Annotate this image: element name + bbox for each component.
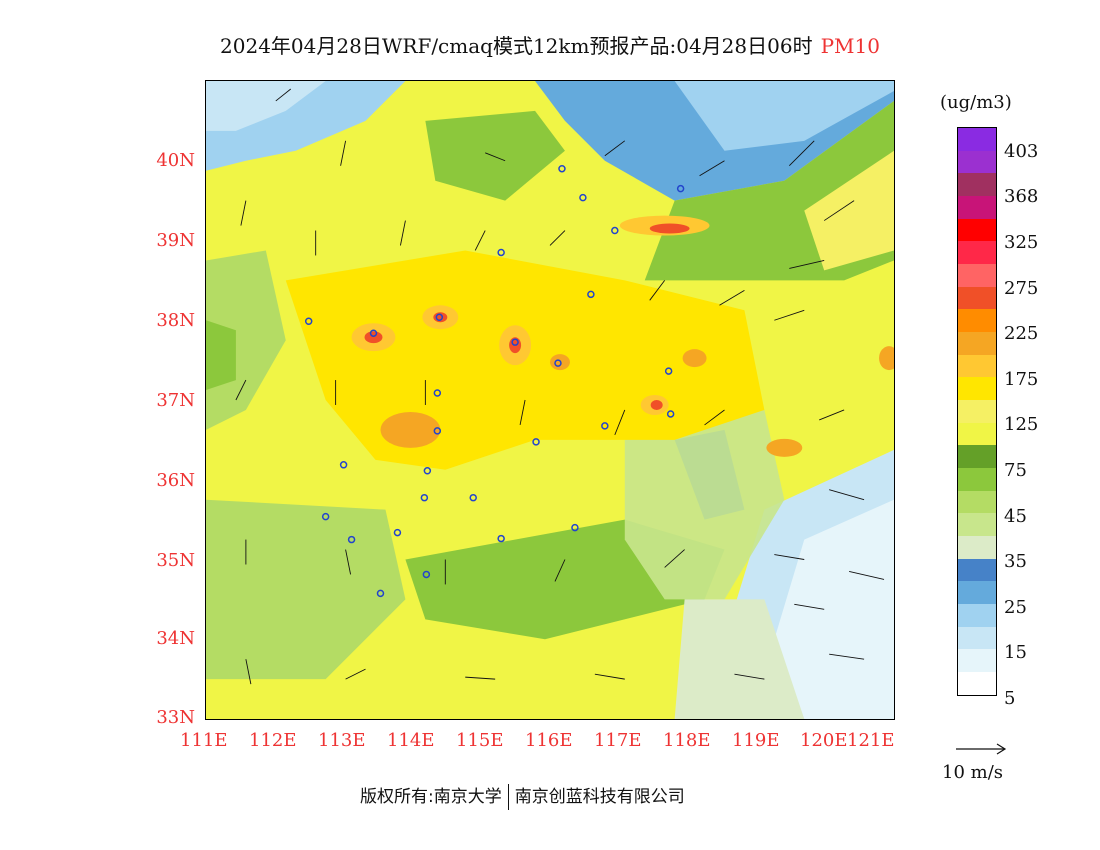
copyright-footer: 版权所有:南京大学 南京创蓝科技有限公司 bbox=[360, 782, 685, 810]
yellow-ne bbox=[804, 150, 894, 271]
legend-color-cell bbox=[958, 354, 996, 378]
lon-label: 117E bbox=[594, 730, 642, 751]
pale-se bbox=[674, 599, 805, 719]
legend-label: 15 bbox=[1004, 642, 1027, 663]
chart-title: 2024年04月28日WRF/cmaq模式12km预报产品:04月28日06时 P… bbox=[0, 30, 1100, 59]
lat-label: 34N bbox=[156, 628, 195, 649]
legend-units: (ug/m3) bbox=[940, 92, 1012, 113]
reference-wind-label: 10 m/s bbox=[942, 762, 1003, 783]
lat-label: 36N bbox=[156, 470, 195, 491]
coast-green bbox=[624, 409, 785, 600]
legend-color-cell bbox=[958, 264, 996, 287]
hotspot-4 bbox=[550, 354, 570, 371]
reference-wind-arrow bbox=[956, 743, 1007, 755]
legend-color-cell bbox=[958, 558, 996, 582]
hotspot-6-core bbox=[650, 400, 663, 410]
legend-color-cell bbox=[958, 173, 996, 197]
city-markers bbox=[304, 164, 685, 598]
lon-label: 112E bbox=[249, 730, 297, 751]
legend-color-cell bbox=[958, 672, 996, 695]
lon-label: 113E bbox=[318, 730, 366, 751]
lon-label: 111E bbox=[180, 730, 228, 751]
lon-label: 120E bbox=[800, 730, 848, 751]
copyright-prefix: 版权所有: bbox=[360, 787, 434, 807]
lat-label: 38N bbox=[156, 310, 195, 331]
green-west bbox=[206, 250, 286, 430]
hotspot-8 bbox=[380, 411, 441, 448]
legend-label: 75 bbox=[1004, 460, 1027, 481]
legend-color-cell bbox=[958, 649, 996, 673]
lat-label: 39N bbox=[156, 230, 195, 251]
clean-air-nw-inner bbox=[206, 81, 326, 131]
legend-color-cell bbox=[958, 196, 996, 219]
legend-color-cell bbox=[958, 377, 996, 401]
color-legend-bar bbox=[957, 127, 997, 696]
legend-color-cell bbox=[958, 445, 996, 469]
legend-label: 368 bbox=[1004, 186, 1039, 207]
lat-label: 35N bbox=[156, 550, 195, 571]
legend-color-cell bbox=[958, 468, 996, 491]
lat-label: 37N bbox=[156, 390, 195, 411]
green-sw bbox=[206, 499, 406, 680]
legend-label: 35 bbox=[1004, 551, 1027, 572]
sea-east-light bbox=[774, 499, 894, 719]
legend-color-cell bbox=[958, 332, 996, 355]
lon-label: 115E bbox=[456, 730, 504, 751]
hotspot-1-core bbox=[364, 331, 383, 344]
hotspot-5-core bbox=[649, 223, 690, 234]
legend-color-cell bbox=[958, 218, 996, 242]
legend-label: 5 bbox=[1004, 688, 1016, 709]
legend-label: 45 bbox=[1004, 506, 1027, 527]
hotspot-10 bbox=[879, 346, 894, 371]
legend-color-cell bbox=[958, 150, 996, 174]
copyright-divider bbox=[507, 784, 509, 810]
legend-label: 175 bbox=[1004, 369, 1039, 390]
legend-label: 275 bbox=[1004, 278, 1039, 299]
legend-color-cell bbox=[958, 400, 996, 423]
legend-label: 125 bbox=[1004, 414, 1039, 435]
clean-air-ne-light bbox=[674, 81, 894, 151]
lon-label: 116E bbox=[525, 730, 573, 751]
hotspot-9 bbox=[766, 438, 803, 457]
legend-color-cell bbox=[958, 490, 996, 514]
lat-label: 40N bbox=[156, 150, 195, 171]
lat-label: 33N bbox=[156, 707, 195, 728]
legend-color-cell bbox=[958, 241, 996, 265]
legend-color-cell bbox=[958, 422, 996, 446]
legend-label: 25 bbox=[1004, 597, 1027, 618]
pm10-map bbox=[205, 80, 895, 720]
legend-label: 325 bbox=[1004, 232, 1039, 253]
lon-label: 119E bbox=[732, 730, 780, 751]
legend-color-cell bbox=[958, 128, 996, 151]
legend-color-cell bbox=[958, 513, 996, 537]
legend-color-cell bbox=[958, 581, 996, 605]
green-north-central bbox=[425, 110, 565, 201]
legend-color-cell bbox=[958, 309, 996, 333]
pollutant-label: PM10 bbox=[820, 34, 880, 58]
lon-label: 114E bbox=[387, 730, 435, 751]
legend-color-cell bbox=[958, 626, 996, 650]
legend-color-cell bbox=[958, 286, 996, 310]
lon-label: 121E bbox=[847, 730, 895, 751]
copyright-org-1: 南京大学 bbox=[433, 787, 502, 807]
hotspot-7 bbox=[682, 349, 707, 368]
green-west-dark bbox=[206, 320, 236, 391]
wind-vectors bbox=[235, 88, 885, 685]
legend-label: 225 bbox=[1004, 323, 1039, 344]
legend-color-cell bbox=[958, 536, 996, 559]
title-text: 2024年04月28日WRF/cmaq模式12km预报产品:04月28日06时 bbox=[220, 34, 813, 58]
legend-label: 403 bbox=[1004, 141, 1039, 162]
legend-color-cell bbox=[958, 604, 996, 627]
copyright-org-2: 南京创蓝科技有限公司 bbox=[514, 787, 685, 807]
lon-label: 118E bbox=[663, 730, 711, 751]
